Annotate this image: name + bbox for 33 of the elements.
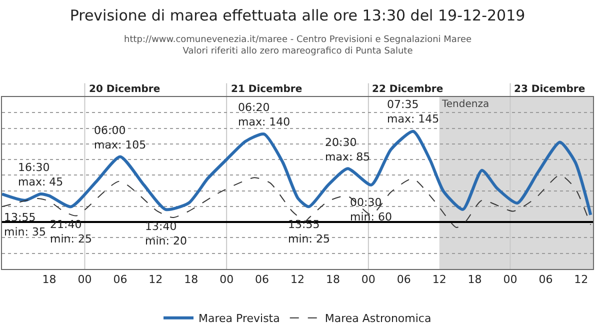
x-tick-label: 00: [361, 273, 376, 286]
x-tick-label: 18: [42, 273, 56, 286]
annotation: 00:30 min: 60: [350, 196, 392, 224]
x-tick-label: 06: [113, 273, 128, 286]
annotation: 06:00 max: 105: [94, 124, 146, 152]
chart-subtitle: http://www.comunevenezia.it/maree - Centro Previsioni e Segnalazioni Maree Valori riferiti allo zero mareografico di Punta Salute: [124, 35, 472, 57]
ref-line-label: 22 Dicembre: [372, 84, 444, 95]
x-tick-label: 06: [396, 273, 411, 286]
x-tick-label: 06: [255, 273, 270, 286]
x-tick-label: 18: [184, 273, 198, 286]
annotation: 20:30 max: 85: [325, 136, 370, 164]
annotation: 13:40 min: 20: [145, 220, 187, 248]
annotation: 16:30 max: 45: [18, 161, 64, 188]
legend-label: Marea Prevista: [198, 312, 280, 326]
x-tick-label: 18: [326, 273, 340, 286]
x-tick-label: 12: [574, 273, 588, 286]
chart-title: Previsione di marea effettuata alle ore 13:30 del 19-12-2019: [70, 6, 526, 24]
legend-label: Marea Astronomica: [324, 312, 432, 326]
x-tick-label: 00: [503, 273, 518, 286]
x-tick-label: 00: [78, 273, 92, 286]
annotation: 06:20 max: 140: [238, 101, 290, 128]
ref-line-label: 23 Dicembre: [514, 84, 586, 95]
x-tick-label: 06: [538, 273, 553, 286]
band-label: Tendenza: [441, 99, 490, 110]
x-tick-label: 12: [148, 273, 163, 286]
x-tick-label: 18: [468, 273, 482, 286]
ref-line-label: 21 Dicembre: [231, 84, 302, 95]
x-tick-label: 12: [432, 273, 446, 286]
x-tick-label: 00: [220, 273, 234, 286]
x-tick-label: 12: [290, 273, 304, 286]
ref-line-label: 20 Dicembre: [89, 84, 160, 95]
annotation: 07:35 max: 145: [387, 98, 440, 126]
annotation: 13:55 min: 35: [4, 211, 46, 238]
